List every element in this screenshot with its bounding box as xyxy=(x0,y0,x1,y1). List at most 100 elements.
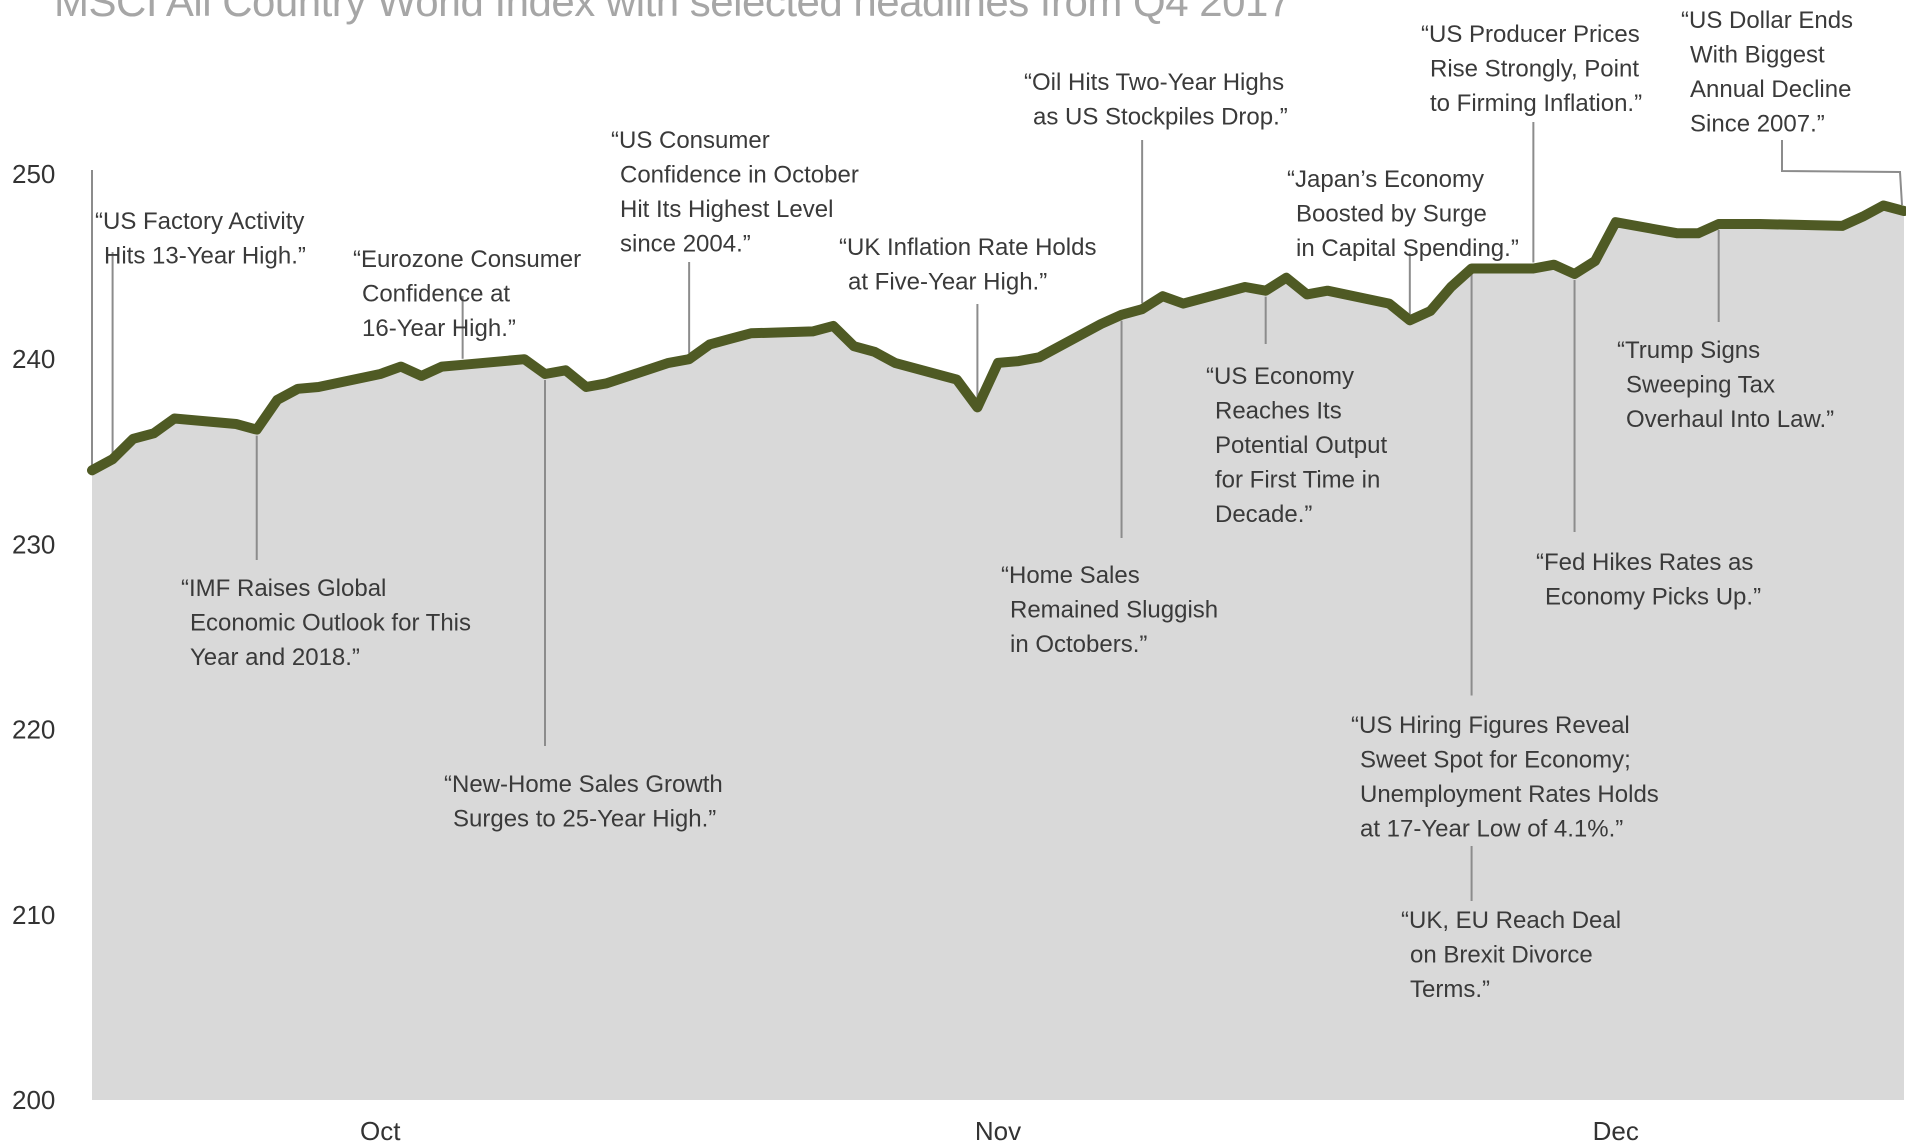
annotation-line: Terms.” xyxy=(1410,976,1490,1003)
data-point xyxy=(1241,283,1249,291)
data-point xyxy=(1859,213,1867,221)
data-point xyxy=(109,455,117,463)
data-point xyxy=(1715,220,1723,228)
annotation-line: Since 2007.” xyxy=(1690,111,1825,138)
data-point xyxy=(850,342,858,350)
data-point xyxy=(1035,353,1043,361)
annotation-line: “US Dollar Ends xyxy=(1681,7,1853,34)
data-point xyxy=(665,359,673,367)
data-point xyxy=(1468,265,1476,273)
annotation-line: Confidence at xyxy=(362,281,510,308)
annotation-line: Decade.” xyxy=(1215,501,1312,528)
annotation-line: Confidence in October xyxy=(620,162,859,189)
annotation-text: “Japan’s Economy Boosted by Surge in Capit… xyxy=(1287,166,1519,262)
series-line-group xyxy=(87,200,1906,476)
annotation-line: Boosted by Surge xyxy=(1296,201,1487,228)
data-point xyxy=(129,435,137,443)
annotation-line: With Biggest xyxy=(1690,42,1825,69)
data-point xyxy=(1756,220,1764,228)
data-point xyxy=(726,335,734,343)
annotation-line: “Japan’s Economy xyxy=(1287,166,1484,193)
data-point xyxy=(170,415,178,423)
annotation-line: on Brexit Divorce xyxy=(1410,942,1593,969)
annotation-text: “UK, EU Reach Deal on Brexit Divorce Terms… xyxy=(1401,907,1621,1003)
y-tick-label: 210 xyxy=(12,900,55,930)
chart-title: MSCI All Country World Index with select… xyxy=(54,0,1291,25)
data-point xyxy=(1159,292,1167,300)
data-point xyxy=(1406,316,1414,324)
data-point xyxy=(232,420,240,428)
annotation-line: “US Economy xyxy=(1206,363,1354,390)
annotation-text: “Eurozone Consumer Confidence at 16-Year H… xyxy=(353,246,581,342)
annotation-line: “Fed Hikes Rates as xyxy=(1536,549,1753,576)
annotation-line: “UK Inflation Rate Holds xyxy=(839,234,1096,261)
data-point xyxy=(88,466,96,474)
data-point xyxy=(973,403,981,411)
data-point xyxy=(891,359,899,367)
annotation-line: “Trump Signs xyxy=(1617,337,1760,364)
annotation-line: “US Consumer xyxy=(611,127,770,154)
data-point xyxy=(1735,220,1743,228)
data-point xyxy=(253,426,261,434)
data-point xyxy=(459,361,467,369)
annotation-line: Economic Outlook for This xyxy=(190,610,471,637)
data-point xyxy=(562,366,570,374)
annotation-line: Hit Its Highest Level xyxy=(620,196,833,223)
annotation-text: “Oil Hits Two-Year Highs as US Stockpiles… xyxy=(1024,69,1288,131)
x-tick-label: Oct xyxy=(360,1116,401,1143)
data-point xyxy=(1282,274,1290,282)
annotation-text: “US Factory Activity Hits 13-Year High.” xyxy=(95,208,306,270)
data-point xyxy=(953,376,961,384)
data-point xyxy=(376,370,384,378)
annotation-line: Economy Picks Up.” xyxy=(1545,584,1761,611)
data-point xyxy=(1571,270,1579,278)
annotation-line: “New-Home Sales Growth xyxy=(444,771,723,798)
data-point xyxy=(582,383,590,391)
y-tick-label: 220 xyxy=(12,715,55,745)
annotation-text: “New-Home Sales Growth Surges to 25-Year … xyxy=(444,771,723,833)
annotation-text: “US Consumer Confidence in October Hit Its… xyxy=(611,127,859,258)
data-point xyxy=(1324,287,1332,295)
data-point xyxy=(1179,300,1187,308)
y-tick-label: 250 xyxy=(12,159,55,189)
data-point xyxy=(1097,320,1105,328)
series-line xyxy=(87,200,1906,476)
data-point xyxy=(418,372,426,380)
annotations-group: “US Factory Activity Hits 13-Year High.”“… xyxy=(95,7,1853,1003)
annotation-text: “US Producer Prices Rise Strongly, Point t… xyxy=(1421,21,1642,117)
data-point xyxy=(1529,265,1537,273)
annotation-line: Potential Output xyxy=(1215,432,1387,459)
data-point xyxy=(706,340,714,348)
data-point xyxy=(603,379,611,387)
data-point xyxy=(1138,305,1146,313)
data-point xyxy=(1385,300,1393,308)
data-point xyxy=(829,322,837,330)
x-tick-label: Dec xyxy=(1593,1116,1639,1143)
annotation-line: at Five-Year High.” xyxy=(848,269,1047,296)
data-point xyxy=(1612,218,1620,226)
annotation-line: Reaches Its xyxy=(1215,398,1342,425)
annotation-line: Overhaul Into Law.” xyxy=(1626,406,1834,433)
data-point xyxy=(809,327,817,335)
data-point xyxy=(150,429,158,437)
annotation-line: to Firming Inflation.” xyxy=(1430,90,1642,117)
annotation-text: “Trump Signs Sweeping Tax Overhaul Into La… xyxy=(1617,337,1834,433)
data-point xyxy=(685,355,693,363)
y-tick-label: 200 xyxy=(12,1085,55,1115)
data-point xyxy=(1447,283,1455,291)
axes-group: 200 210 220 230 240 250 Oct Nov Dec xyxy=(12,159,1639,1143)
annotation-leaders-group xyxy=(111,122,1903,901)
data-point xyxy=(1015,357,1023,365)
annotation-line: “US Hiring Figures Reveal xyxy=(1351,712,1630,739)
data-point xyxy=(747,329,755,337)
annotation-line: “Eurozone Consumer xyxy=(353,246,581,273)
data-point xyxy=(520,355,528,363)
annotation-leader xyxy=(1781,140,1903,206)
annotation-line: “Oil Hits Two-Year Highs xyxy=(1024,69,1284,96)
annotation-line: since 2004.” xyxy=(620,231,751,258)
annotation-line: Remained Sluggish xyxy=(1010,597,1218,624)
annotation-line: “US Factory Activity xyxy=(95,208,304,235)
data-point xyxy=(294,385,302,393)
annotation-line: in Octobers.” xyxy=(1010,631,1147,658)
annotation-text: “IMF Raises Global Economic Outlook for T… xyxy=(181,575,471,671)
